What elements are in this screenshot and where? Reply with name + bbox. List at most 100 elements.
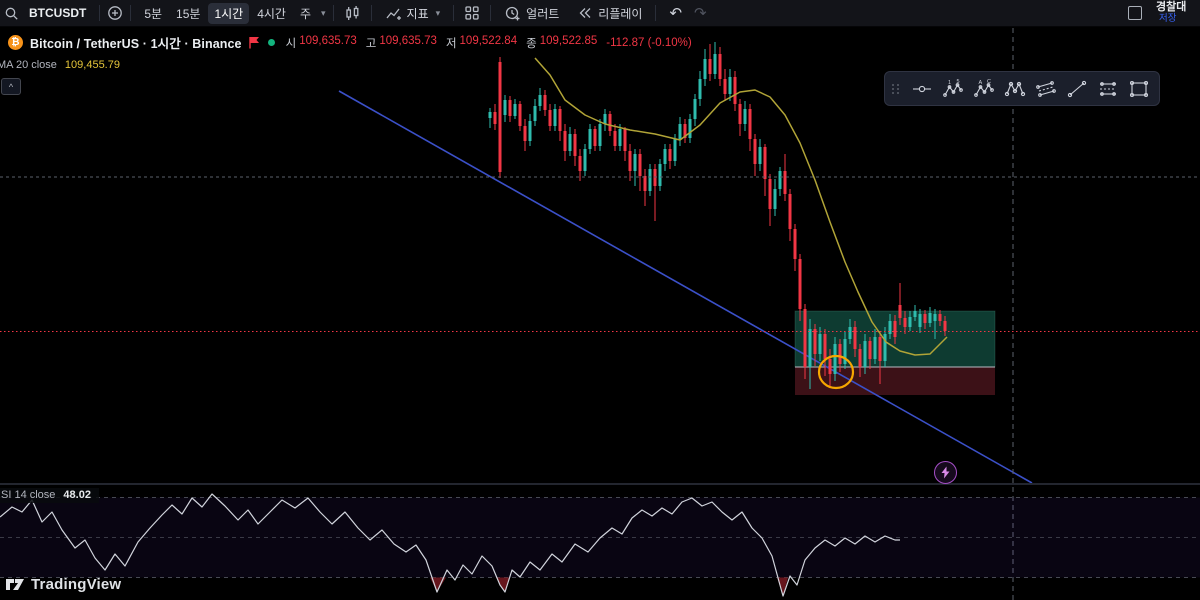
divider xyxy=(130,5,132,21)
candle-body xyxy=(633,154,637,171)
candle-body xyxy=(488,112,492,118)
candle-body xyxy=(583,149,587,171)
parallel-channel-tool-icon[interactable] xyxy=(1032,76,1059,102)
candle-body xyxy=(808,329,812,367)
candle-body xyxy=(838,344,842,364)
topbar-right: 경찰대 저장 xyxy=(1128,0,1200,26)
drag-handle-icon[interactable] xyxy=(892,83,900,94)
quick-trade-lightning-button[interactable] xyxy=(934,461,957,484)
candle-body xyxy=(563,131,567,151)
candle-body xyxy=(533,106,537,121)
candle-body xyxy=(538,95,542,106)
timeframe-4h[interactable]: 4시간 xyxy=(257,6,286,21)
candle-body xyxy=(828,359,832,374)
candle-body xyxy=(763,147,767,179)
rsi-legend[interactable]: SI 14 close 48.02 xyxy=(0,488,99,503)
timeframe-15m[interactable]: 15분 xyxy=(176,6,201,21)
ma20-line xyxy=(534,57,948,356)
indicators-icon xyxy=(385,5,402,22)
rsi-label: SI 14 close xyxy=(1,489,56,501)
symbol-button[interactable]: BTCUSDT xyxy=(29,6,87,20)
candle-body xyxy=(528,121,532,141)
replay-button[interactable]: 리플레이 xyxy=(571,3,648,24)
candle-body xyxy=(903,318,907,327)
timeframe-5m[interactable]: 5분 xyxy=(144,6,163,21)
candle-body xyxy=(938,314,942,321)
redo-button[interactable]: ↷ xyxy=(694,5,707,22)
candle-body xyxy=(623,129,627,151)
chevron-down-icon: ▾ xyxy=(435,7,441,18)
cross-line-tool-icon[interactable] xyxy=(908,76,935,102)
rsi-oversold-fill xyxy=(496,577,510,592)
ma-value: 109,455.79 xyxy=(64,59,120,71)
divider xyxy=(370,5,372,21)
alert-clock-icon xyxy=(504,5,521,22)
market-status-dot xyxy=(267,39,275,46)
high-value: 109,635.73 xyxy=(379,34,437,47)
candle-body xyxy=(513,104,517,116)
candle-body xyxy=(688,119,692,138)
chart-style-candles-icon[interactable] xyxy=(341,5,364,22)
candle-body xyxy=(858,349,862,367)
ma-label: MA 20 close xyxy=(0,59,57,71)
candle-body xyxy=(743,109,747,124)
candle-body xyxy=(728,77,732,94)
candle-body xyxy=(613,131,617,146)
candle-body xyxy=(648,169,652,191)
candle-body xyxy=(543,95,547,110)
candle-body xyxy=(823,334,827,359)
xabcd-pattern-tool-icon[interactable] xyxy=(1001,76,1028,102)
candle-body xyxy=(898,305,902,318)
candle-body xyxy=(788,194,792,229)
candle-body xyxy=(498,62,502,172)
replay-rewind-icon xyxy=(577,5,593,21)
low-label: 저 xyxy=(445,37,457,50)
tradingview-logo[interactable]: TradingView xyxy=(6,576,121,593)
candle-body xyxy=(918,314,922,327)
close-value: 109,522.85 xyxy=(539,34,598,47)
layout-save-group: 경찰대 저장 xyxy=(1156,1,1200,25)
candle-body xyxy=(598,124,602,146)
layout-grid-icon[interactable] xyxy=(461,5,483,21)
candle-body xyxy=(873,337,877,359)
search-icon[interactable] xyxy=(0,6,23,21)
candle-body xyxy=(863,341,867,367)
save-button[interactable]: 저장 xyxy=(1159,13,1177,24)
candle-body xyxy=(518,104,522,126)
chart-canvas[interactable] xyxy=(0,26,1200,600)
change-value: -112.87 (-0.10%) xyxy=(606,36,692,49)
candle-body xyxy=(883,334,887,361)
symbol-title[interactable]: Bitcoin / TetherUS · 1시간 · Binance xyxy=(30,37,242,51)
trend-line-tool-icon[interactable] xyxy=(1063,76,1090,102)
candle-body xyxy=(493,112,497,124)
candle-body xyxy=(678,124,682,139)
candle-body xyxy=(848,327,852,339)
candle-body xyxy=(893,321,897,337)
layout-name[interactable]: 경찰대 xyxy=(1156,1,1187,13)
rectangle-tool-icon[interactable] xyxy=(1125,76,1152,102)
candle-body xyxy=(698,79,702,99)
undo-button[interactable]: ↶ xyxy=(669,5,683,22)
candle-body xyxy=(593,129,597,146)
candle-body xyxy=(773,189,777,209)
flag-icon[interactable] xyxy=(248,36,261,49)
screenshot-icon[interactable] xyxy=(1128,6,1142,20)
chevron-down-icon[interactable]: ▾ xyxy=(321,7,326,18)
timeframe-1h[interactable]: 1시간 xyxy=(208,2,250,24)
collapse-legend-button[interactable]: ^ xyxy=(1,78,21,95)
indicators-button[interactable]: 지표 ▾ xyxy=(379,3,447,24)
candle-body xyxy=(733,77,737,104)
candle-body xyxy=(878,337,882,361)
disjoint-channel-tool-icon[interactable] xyxy=(1094,76,1121,102)
ma-legend[interactable]: MA 20 close 109,455.79 xyxy=(0,59,120,71)
timeframe-1w[interactable]: 주 xyxy=(299,6,312,21)
candle-body xyxy=(693,99,697,119)
alert-button[interactable]: 얼러트 xyxy=(498,3,565,24)
symbol-legend: ₿ Bitcoin / TetherUS · 1시간 · Binance 시 10… xyxy=(8,33,692,52)
candle-body xyxy=(663,149,667,164)
compare-plus-icon[interactable] xyxy=(107,5,123,21)
